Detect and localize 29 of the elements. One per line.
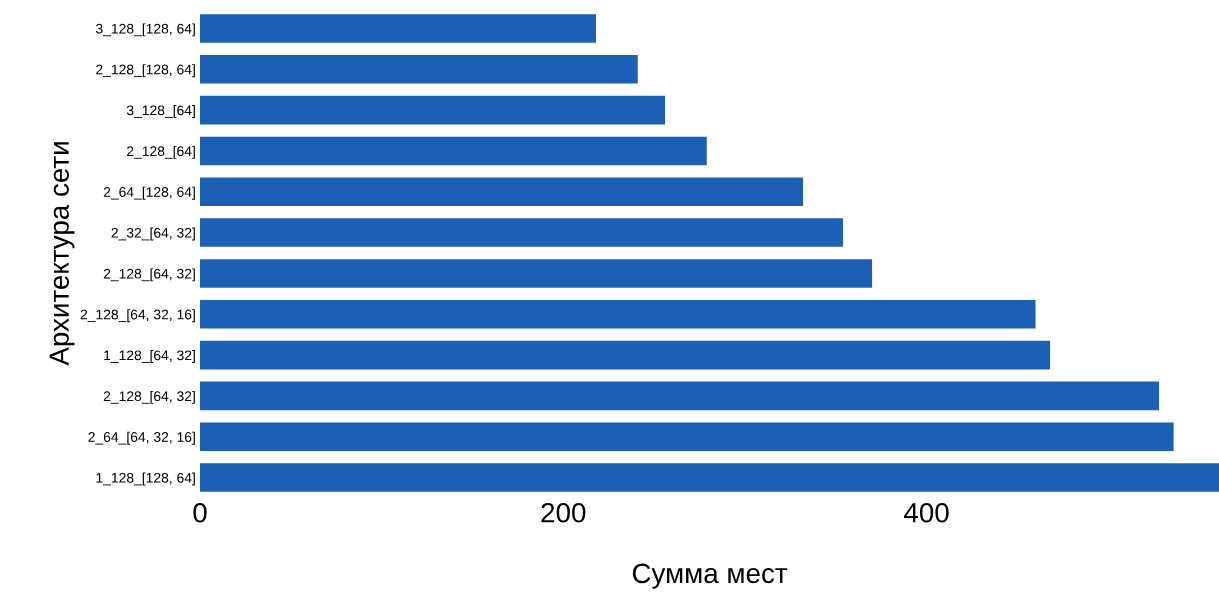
bar — [200, 218, 844, 247]
bar — [200, 381, 1160, 411]
y-tick-label: 2_128_[128, 64] — [96, 64, 195, 78]
bar — [200, 54, 638, 84]
bar — [200, 14, 596, 43]
y-tick-label: 2_128_[64, 32] — [103, 268, 195, 282]
y-tick-label: 2_128_[64] — [127, 145, 195, 159]
y-tick-label: 1_128_[64, 32] — [104, 350, 195, 363]
x-tick-label: 0 — [193, 502, 207, 523]
x-tick-label: 200 — [541, 502, 586, 523]
bar — [200, 299, 1036, 329]
x-tick-label: 400 — [904, 502, 949, 523]
bar — [200, 340, 1051, 370]
bar — [200, 95, 665, 125]
y-tick-label: 2_32_[64, 32] — [111, 227, 195, 241]
y-tick-label: 3_128_[64] — [126, 105, 195, 118]
bar — [200, 463, 1219, 492]
bar — [200, 136, 707, 166]
bar — [200, 259, 873, 288]
y-axis-title: Архитектура сети — [49, 142, 75, 366]
y-tick-label: 2_64_[64, 32, 16] — [88, 431, 195, 445]
y-tick-label: 2_128_[64, 32, 16] — [80, 309, 195, 323]
bar — [200, 422, 1174, 452]
y-tick-label: 1_128_[128, 64] — [96, 472, 195, 486]
y-tick-label: 2_64_[128, 64] — [103, 186, 195, 200]
x-axis-title: Сумма мест — [632, 563, 788, 589]
bar — [200, 177, 804, 207]
y-tick-label: 3_128_[128, 64] — [95, 23, 195, 37]
y-tick-label: 2_128_[64, 32] — [103, 390, 195, 404]
